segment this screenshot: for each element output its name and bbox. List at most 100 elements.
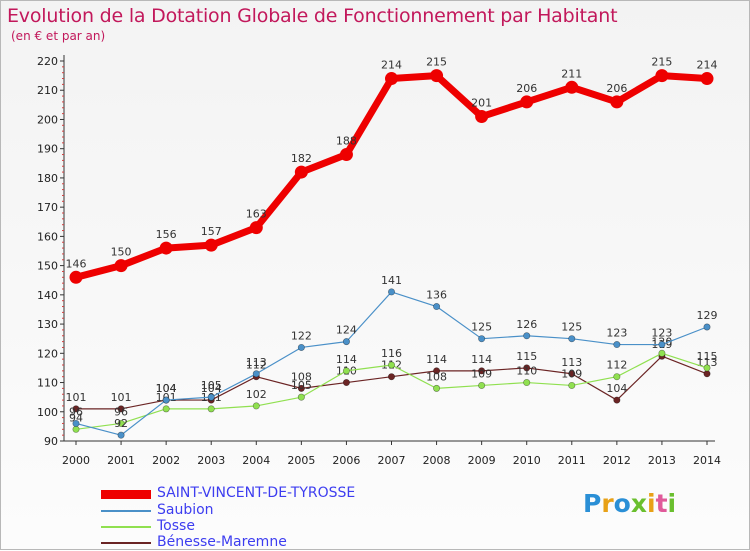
data-label: 94 bbox=[69, 411, 83, 424]
data-label: 214 bbox=[697, 59, 718, 72]
data-point bbox=[658, 349, 666, 357]
data-point bbox=[478, 381, 486, 389]
data-label: 156 bbox=[156, 228, 177, 241]
data-point bbox=[478, 335, 486, 343]
legend-swatch bbox=[101, 510, 151, 512]
data-label: 157 bbox=[201, 225, 222, 238]
x-tick-label: 2013 bbox=[648, 454, 676, 467]
data-label: 125 bbox=[561, 321, 582, 334]
data-point bbox=[162, 396, 170, 404]
logo-letter: r bbox=[601, 489, 614, 518]
logo-letter: t bbox=[655, 489, 668, 518]
data-label: 188 bbox=[336, 135, 357, 148]
data-point bbox=[72, 405, 80, 413]
data-label: 136 bbox=[426, 289, 447, 302]
data-label: 108 bbox=[291, 370, 312, 383]
data-point bbox=[117, 431, 125, 439]
data-point bbox=[204, 238, 218, 252]
y-tick-label: 130 bbox=[37, 318, 58, 331]
data-label: 108 bbox=[426, 370, 447, 383]
data-label: 104 bbox=[156, 382, 177, 395]
y-tick-label: 120 bbox=[37, 347, 58, 360]
y-tick-label: 190 bbox=[37, 143, 58, 156]
data-label: 201 bbox=[471, 97, 492, 110]
data-label: 105 bbox=[201, 379, 222, 392]
y-tick-label: 140 bbox=[37, 289, 58, 302]
legend-item-benesse-maremne: Bénesse-Maremne bbox=[101, 534, 421, 551]
x-tick-label: 2007 bbox=[378, 454, 406, 467]
data-label: 211 bbox=[561, 67, 582, 80]
data-point bbox=[252, 370, 260, 378]
data-label: 104 bbox=[606, 382, 627, 395]
data-point bbox=[700, 72, 714, 86]
data-point bbox=[249, 221, 263, 235]
data-label: 124 bbox=[336, 324, 357, 337]
y-tick-label: 220 bbox=[37, 55, 58, 68]
data-label: 114 bbox=[426, 353, 447, 366]
data-label: 125 bbox=[471, 321, 492, 334]
data-point bbox=[655, 69, 669, 83]
data-point bbox=[433, 303, 441, 311]
data-label: 112 bbox=[246, 359, 267, 372]
data-label: 182 bbox=[291, 152, 312, 165]
y-tick-label: 180 bbox=[37, 172, 58, 185]
data-point bbox=[703, 370, 711, 378]
x-tick-label: 2001 bbox=[107, 454, 135, 467]
y-tick-label: 210 bbox=[37, 84, 58, 97]
data-point bbox=[475, 110, 489, 124]
data-label: 92 bbox=[114, 417, 128, 430]
data-point bbox=[523, 332, 531, 340]
legend-item-saubion: Saubion bbox=[101, 502, 421, 519]
series-0: 146 150 156 157 163 182 188 214 215 201 206 211 206 2… bbox=[66, 56, 718, 284]
x-tick-label: 2011 bbox=[558, 454, 586, 467]
data-label: 104 bbox=[201, 382, 222, 395]
logo-letter: i bbox=[667, 489, 677, 518]
legend-swatch bbox=[101, 542, 151, 544]
data-label: 129 bbox=[697, 309, 718, 322]
data-point bbox=[117, 419, 125, 427]
data-label: 109 bbox=[471, 367, 492, 380]
x-tick-label: 2002 bbox=[152, 454, 180, 467]
data-point bbox=[117, 405, 125, 413]
data-label: 206 bbox=[606, 82, 627, 95]
data-label: 105 bbox=[291, 379, 312, 392]
data-label: 146 bbox=[66, 257, 87, 270]
data-label: 215 bbox=[426, 56, 447, 69]
data-label: 215 bbox=[651, 56, 672, 69]
x-tick-label: 2009 bbox=[468, 454, 496, 467]
data-point bbox=[433, 367, 441, 375]
logo-letter: o bbox=[613, 489, 631, 518]
data-label: 126 bbox=[516, 318, 537, 331]
data-label: 123 bbox=[651, 327, 672, 340]
y-tick-label: 200 bbox=[37, 113, 58, 126]
data-point bbox=[568, 370, 576, 378]
data-label: 115 bbox=[697, 350, 718, 363]
y-tick-label: 100 bbox=[37, 406, 58, 419]
data-label: 112 bbox=[606, 359, 627, 372]
data-label: 110 bbox=[516, 365, 537, 378]
logo-letter: P bbox=[583, 489, 602, 518]
data-point bbox=[568, 335, 576, 343]
data-point bbox=[433, 384, 441, 392]
data-point bbox=[703, 364, 711, 372]
chart-title: Evolution de la Dotation Globale de Fonc… bbox=[7, 5, 618, 27]
data-label: 113 bbox=[246, 356, 267, 369]
data-point bbox=[387, 373, 395, 381]
line-chart: 9010011012013014015016017018019020021022… bbox=[37, 55, 721, 467]
y-tick-label: 110 bbox=[37, 377, 58, 390]
legend-label: Bénesse-Maremne bbox=[157, 534, 287, 550]
x-tick-label: 2006 bbox=[332, 454, 360, 467]
data-point bbox=[523, 379, 531, 387]
data-point bbox=[430, 69, 444, 83]
x-tick-label: 2014 bbox=[693, 454, 721, 467]
data-label: 96 bbox=[114, 405, 128, 418]
data-point bbox=[613, 341, 621, 349]
data-point bbox=[342, 338, 350, 346]
data-label: 113 bbox=[697, 356, 718, 369]
y-tick-label: 150 bbox=[37, 260, 58, 273]
data-label: 114 bbox=[471, 353, 492, 366]
y-tick-label: 90 bbox=[44, 435, 58, 448]
data-label: 141 bbox=[381, 274, 402, 287]
data-label: 122 bbox=[291, 329, 312, 342]
